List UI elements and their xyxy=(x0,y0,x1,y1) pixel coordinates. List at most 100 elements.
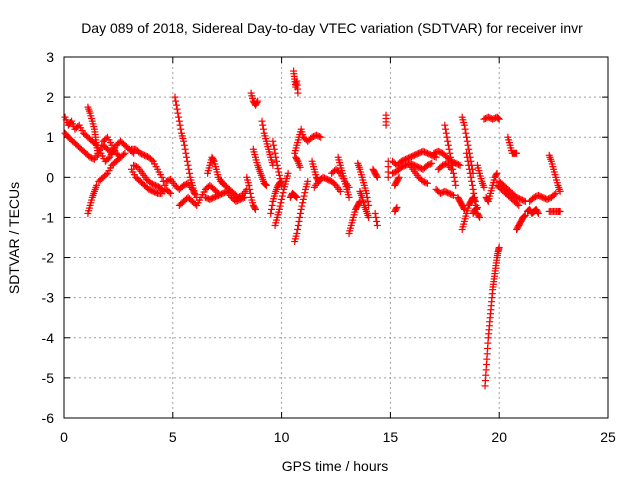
data-point xyxy=(273,161,281,169)
data-point xyxy=(246,185,254,193)
data-point xyxy=(441,121,449,129)
data-point xyxy=(276,202,284,210)
data-point xyxy=(513,149,521,157)
data-point xyxy=(177,125,185,133)
data-point xyxy=(191,189,199,197)
data-point xyxy=(180,141,188,149)
data-point xyxy=(160,187,168,195)
data-point xyxy=(278,195,286,203)
data-point xyxy=(185,169,193,177)
data-point xyxy=(448,161,456,169)
data-point xyxy=(292,193,300,201)
data-point xyxy=(317,133,325,141)
data-point xyxy=(534,208,542,216)
data-point xyxy=(534,209,542,217)
data-point xyxy=(277,199,285,207)
data-point xyxy=(119,151,127,159)
data-point xyxy=(473,203,481,211)
data-point xyxy=(484,196,492,204)
data-point xyxy=(492,171,500,179)
data-point xyxy=(245,181,253,189)
data-point xyxy=(447,153,455,161)
data-point xyxy=(460,121,468,129)
data-point xyxy=(183,157,191,165)
data-point xyxy=(173,105,181,113)
data-point xyxy=(94,149,102,157)
y-tick-label: -3 xyxy=(42,290,55,306)
data-point xyxy=(365,213,373,221)
data-point xyxy=(185,165,193,173)
data-point xyxy=(467,173,475,181)
data-point xyxy=(182,149,190,157)
data-points xyxy=(61,67,564,390)
data-point xyxy=(393,203,401,211)
data-point xyxy=(463,153,471,161)
data-point xyxy=(277,178,285,186)
y-tick-label: -6 xyxy=(42,410,55,426)
data-point xyxy=(304,177,312,185)
data-point xyxy=(469,185,477,193)
data-point xyxy=(171,93,179,101)
data-point xyxy=(372,213,380,221)
y-tick-label: -4 xyxy=(42,330,55,346)
data-point xyxy=(451,177,459,185)
data-point xyxy=(447,157,455,165)
data-point xyxy=(446,149,454,157)
data-point xyxy=(253,98,261,106)
data-point xyxy=(183,153,191,161)
data-point xyxy=(462,129,470,137)
data-point xyxy=(269,137,277,145)
data-point xyxy=(130,149,138,157)
data-point xyxy=(279,189,287,197)
data-point xyxy=(466,169,474,177)
data-point xyxy=(455,161,463,169)
data-point xyxy=(556,187,564,195)
data-point xyxy=(556,207,564,215)
data-point xyxy=(296,163,304,171)
data-point xyxy=(294,89,302,97)
y-tick-label: -1 xyxy=(42,209,55,225)
data-point xyxy=(104,155,112,163)
axis-ticks: -6 -5 -4 -3 -2 -1 0 1 2 3 0 5 10 15 20 25 xyxy=(42,49,616,445)
data-point xyxy=(392,205,400,213)
data-point xyxy=(158,173,166,181)
data-point xyxy=(301,189,309,197)
data-point xyxy=(448,191,456,199)
data-point xyxy=(422,179,430,187)
data-point xyxy=(364,197,372,205)
data-point xyxy=(373,217,381,225)
y-tick-label: -2 xyxy=(42,250,55,266)
data-point xyxy=(110,145,118,153)
data-point xyxy=(452,181,460,189)
data-point xyxy=(284,169,292,177)
data-point xyxy=(450,191,458,199)
data-point xyxy=(102,171,110,179)
data-point xyxy=(442,129,450,137)
y-tick-label: 1 xyxy=(46,129,54,145)
data-point xyxy=(550,191,558,199)
data-point xyxy=(165,188,173,196)
x-tick-label: 10 xyxy=(274,429,290,445)
y-tick-label: -5 xyxy=(42,370,55,386)
data-point xyxy=(520,213,528,221)
x-tick-label: 5 xyxy=(169,429,177,445)
data-point xyxy=(336,187,344,195)
x-tick-label: 0 xyxy=(60,429,68,445)
data-point xyxy=(465,165,473,173)
data-point xyxy=(270,141,278,149)
data-point xyxy=(254,97,262,105)
data-point xyxy=(442,125,450,133)
data-point xyxy=(468,181,476,189)
data-point xyxy=(291,192,299,200)
data-point xyxy=(267,209,275,217)
data-point xyxy=(180,137,188,145)
data-point xyxy=(271,149,279,157)
data-point xyxy=(294,225,302,233)
data-point xyxy=(373,172,381,180)
data-point xyxy=(465,145,473,153)
data-point xyxy=(167,189,175,197)
data-point xyxy=(480,183,488,191)
data-point xyxy=(273,157,281,165)
data-point xyxy=(175,113,183,121)
data-point xyxy=(450,169,458,177)
